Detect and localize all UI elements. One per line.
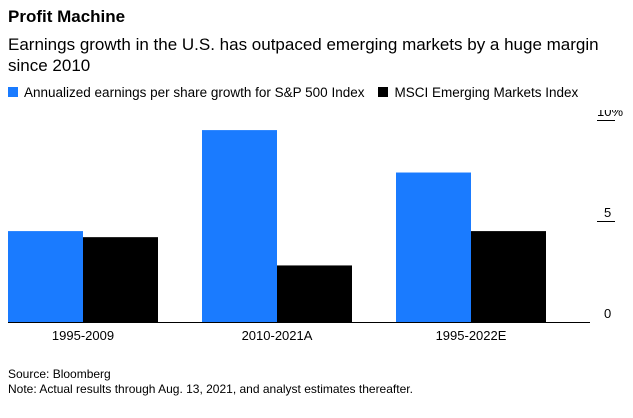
bar-chart: 1995-2009 2010-2021A 1995-2022E 0 5 10% xyxy=(8,110,623,343)
footer: Source: Bloomberg Note: Actual results t… xyxy=(8,367,413,397)
legend-item-sp500: Annualized earnings per share growth for… xyxy=(8,85,364,100)
legend-item-msci-em: MSCI Emerging Markets Index xyxy=(378,85,578,100)
chart-subtitle: Earnings growth in the U.S. has outpaced… xyxy=(8,35,599,75)
y-tick-label: 0 xyxy=(604,306,611,321)
y-tick-label: 5 xyxy=(604,205,611,220)
bar-msci-em-3 xyxy=(471,231,546,322)
legend-swatch-msci-em xyxy=(378,87,389,97)
footnote: Note: Actual results through Aug. 13, 20… xyxy=(8,382,413,396)
x-tick-label: 1995-2022E xyxy=(436,328,507,343)
bar-msci-em-2 xyxy=(277,265,352,322)
bar-msci-em-1 xyxy=(83,237,158,322)
legend-swatch-sp500 xyxy=(8,87,18,97)
x-tick-label: 2010-2021A xyxy=(242,328,313,343)
legend-label-sp500: Annualized earnings per share growth for… xyxy=(24,84,365,100)
x-tick-label: 1995-2009 xyxy=(52,328,114,343)
legend-label-msci-em: MSCI Emerging Markets Index xyxy=(394,84,579,100)
source-note: Source: Bloomberg xyxy=(8,367,111,381)
chart-title: Profit Machine xyxy=(8,7,126,26)
y-tick-label: 10% xyxy=(597,110,623,119)
bar-sp500-2 xyxy=(202,130,277,322)
legend: Annualized earnings per share growth for… xyxy=(8,83,592,101)
bar-sp500-3 xyxy=(396,172,471,322)
bar-sp500-1 xyxy=(8,231,83,322)
